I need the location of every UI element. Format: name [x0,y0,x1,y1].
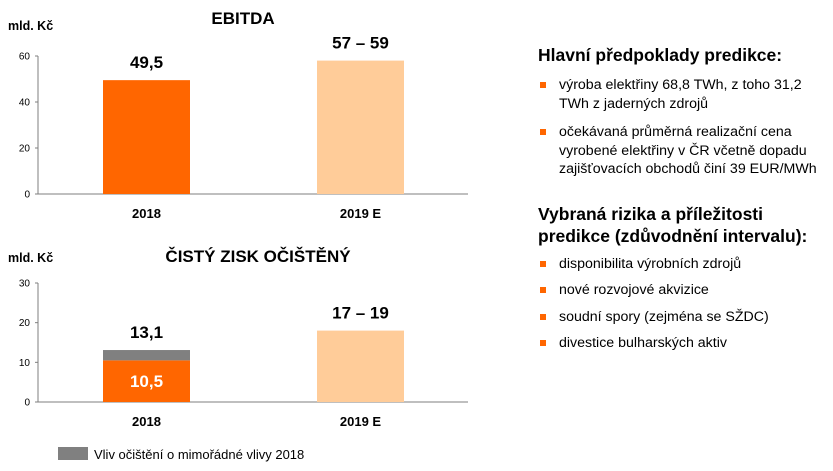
y-tick-label: 0 [24,190,30,201]
y-tick-label: 60 [19,52,31,63]
bullet-square-icon [540,260,546,267]
data-label: 49,5 [130,53,163,72]
risks-section: Vybraná rizika a příležitosti predikce (… [538,203,828,353]
bar [317,60,404,194]
bullet-square-icon [540,340,546,346]
risk-item: divestice bulharských aktiv [538,334,828,353]
bar-segment [103,350,190,361]
y-tick-label: 10 [19,358,31,369]
bullet-square-icon [540,313,546,320]
legend-swatch [58,447,88,460]
risk-item: soudní spory (zejména se SŽDC) [538,308,828,327]
risks-list: disponibilita výrobních zdrojů nové rozv… [538,255,828,353]
assumptions-list: výroba elektřiny 68,8 TWh, z toho 31,2 T… [538,76,828,179]
inner-data-label: 10,5 [130,372,163,391]
y-tick-label: 0 [24,398,30,409]
bullet-square-icon [540,129,546,135]
x-category-label: 2018 [132,206,161,221]
bullet-square-icon [540,82,546,88]
bar [103,80,190,194]
x-category-label: 2018 [132,414,161,429]
data-label: 13,1 [130,323,163,342]
y-tick-label: 30 [19,279,31,290]
data-label: 17 – 19 [332,304,389,323]
y-tick-label: 20 [19,144,31,155]
prediction-panel: Hlavní předpoklady predikce: výroba elek… [538,44,828,361]
risks-title: Vybraná rizika a příležitosti predikce (… [538,203,808,246]
y-tick-label: 40 [19,98,31,109]
x-category-label: 2019 E [340,414,382,429]
risk-item: disponibilita výrobních zdrojů [538,255,828,274]
assumption-item: výroba elektřiny 68,8 TWh, z toho 31,2 T… [538,76,828,113]
assumptions-title: Hlavní předpoklady predikce: [538,45,783,65]
bar-segment [317,330,404,402]
bar-segment [103,360,190,402]
chart-title: EBITDA [211,9,274,28]
bullet-square-icon [540,287,546,293]
y-tick-label: 20 [19,318,31,329]
chart-title: ČISTÝ ZISK OČIŠTĚNÝ [165,247,351,266]
data-label: 57 – 59 [332,34,389,53]
assumption-item: očekávaná průměrná realizační cena vyrob… [538,123,828,179]
risk-item: nové rozvojové akvizice [538,281,828,300]
y-axis-unit-label: mld. Kč [8,19,53,33]
x-category-label: 2019 E [340,206,382,221]
y-axis-unit-label: mld. Kč [8,251,53,265]
charts-area: mld. Kč EBITDA 0 20 40 60 2018 49,5 2019 E 57 – 5… [8,9,468,462]
legend-label: Vliv očištění o mimořádné vlivy 2018 [94,447,304,462]
